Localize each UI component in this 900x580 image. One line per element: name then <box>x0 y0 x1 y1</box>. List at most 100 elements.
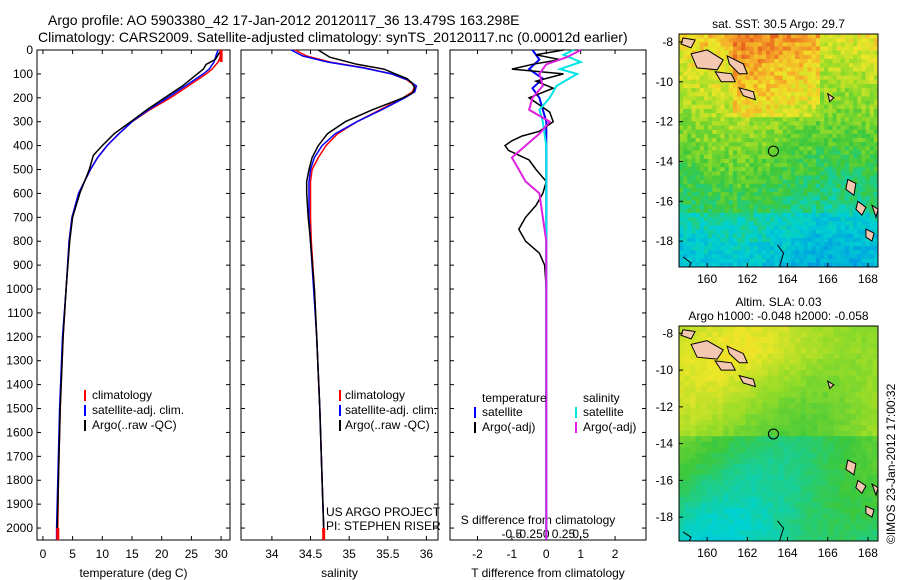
map-cell <box>807 150 813 156</box>
map-cell <box>753 158 759 164</box>
map-cell <box>790 154 796 160</box>
map-cell <box>761 79 767 85</box>
map-cell <box>784 529 790 536</box>
map-cell <box>866 408 873 415</box>
map-cell <box>687 104 692 110</box>
map-cell <box>786 158 792 164</box>
map-cell <box>833 386 840 393</box>
map-cell <box>741 58 746 64</box>
map-cell <box>848 162 854 168</box>
map-cell <box>745 158 750 164</box>
map-cell <box>848 113 854 118</box>
map-cell <box>790 100 796 106</box>
map-cell <box>840 100 846 106</box>
map-cell <box>795 54 800 60</box>
map-cell <box>734 458 741 465</box>
map-cell <box>833 513 840 520</box>
map-cell <box>778 117 784 122</box>
map-cell <box>782 246 788 251</box>
map-cell <box>756 496 763 503</box>
map-cell <box>873 217 879 222</box>
map-cell <box>728 46 734 52</box>
map-cell <box>757 171 763 176</box>
map-cell <box>720 200 726 205</box>
map-cell <box>778 196 784 201</box>
map-cell <box>690 463 696 470</box>
map-cell <box>684 403 691 410</box>
map-cell <box>861 331 868 338</box>
map-cell <box>817 491 824 498</box>
map-cell <box>815 50 821 56</box>
map-cell <box>865 196 871 201</box>
map-cell <box>772 507 779 514</box>
map-cell <box>828 258 833 264</box>
map-cell <box>800 403 807 410</box>
map-cell <box>749 79 755 85</box>
map-cell <box>832 42 837 47</box>
map-cell <box>786 83 792 89</box>
map-cell <box>732 125 738 131</box>
map-cell <box>815 125 821 131</box>
map-cell <box>811 364 818 371</box>
map-cell <box>717 326 724 332</box>
map-cell <box>708 237 713 243</box>
map-cell <box>850 480 857 487</box>
map-cell <box>728 331 735 338</box>
map-cell <box>865 158 871 164</box>
island-shape <box>714 360 737 371</box>
map-cell <box>839 414 846 421</box>
map-cell <box>861 254 866 260</box>
map-cell <box>745 452 752 459</box>
map-cell <box>683 50 688 56</box>
map-cell <box>706 337 713 343</box>
map-cell <box>761 242 767 247</box>
map-cell <box>720 88 726 93</box>
map-cell <box>853 50 858 56</box>
map-cell <box>734 403 741 410</box>
difference-profile-frame <box>449 49 647 541</box>
map-cell <box>684 326 691 332</box>
map-cell <box>795 375 802 382</box>
map-cell <box>712 375 719 382</box>
map-cell <box>712 452 719 459</box>
map-cell <box>873 50 879 56</box>
map-cell <box>717 342 724 349</box>
map-cell <box>739 436 746 443</box>
map-cell <box>806 337 813 343</box>
map-cell <box>770 262 775 268</box>
map-cell <box>772 447 779 454</box>
map-cell <box>790 42 796 47</box>
map-cell <box>839 518 846 525</box>
map-cell <box>795 162 800 168</box>
map-cell <box>853 138 858 143</box>
y-tick-label: 600 <box>13 186 33 200</box>
map-cell <box>861 392 868 399</box>
map-cell <box>708 208 713 214</box>
map-cell <box>745 58 750 64</box>
map-cell <box>737 187 742 193</box>
map-cell <box>782 171 788 176</box>
map-cell <box>720 262 726 268</box>
map-cell <box>778 158 784 164</box>
map-cell <box>836 146 842 151</box>
map-cell <box>806 397 813 404</box>
map-cell <box>679 34 684 39</box>
map-cell <box>741 225 746 230</box>
map-cell <box>853 100 858 106</box>
map-cell <box>756 425 763 432</box>
island-shape <box>845 178 857 197</box>
map-cell <box>699 225 705 230</box>
map-cell <box>795 436 802 443</box>
map-cell <box>732 229 738 235</box>
map-cell <box>872 386 879 393</box>
map-cell <box>800 485 807 492</box>
map-cell <box>811 370 818 377</box>
map-cell <box>739 524 746 531</box>
map-cell <box>756 375 763 382</box>
map-cell <box>786 192 792 197</box>
map-cell <box>703 67 709 72</box>
map-cell <box>770 108 775 114</box>
map-cell <box>774 229 779 235</box>
map-cell <box>803 100 808 106</box>
map-cell <box>800 353 807 360</box>
